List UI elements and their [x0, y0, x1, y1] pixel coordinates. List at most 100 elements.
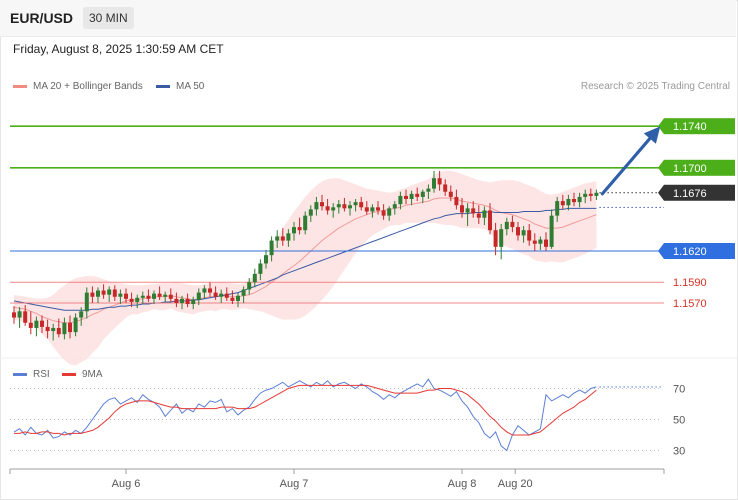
candle-body	[247, 282, 252, 290]
legend-ma50-swatch	[156, 85, 170, 88]
candle-body	[269, 240, 274, 256]
candle-body	[79, 311, 84, 318]
pivot-level-label: 1.1620	[673, 246, 707, 258]
candle-body	[252, 273, 257, 283]
candle-body	[532, 240, 537, 244]
candle-body	[577, 196, 582, 203]
pivot-level-tag-arrow	[658, 243, 664, 259]
candle-body	[17, 311, 22, 318]
candle-body	[398, 195, 403, 205]
candle-body	[387, 208, 392, 216]
candle-body	[342, 204, 347, 209]
candle-body	[219, 293, 224, 297]
rsi-tick-label: 70	[673, 384, 685, 396]
candle-body	[152, 293, 156, 299]
candle-body	[280, 236, 285, 241]
target-arrow-head	[643, 126, 661, 144]
target-level-tag	[664, 159, 735, 176]
candle-body	[90, 292, 95, 297]
legend-rsi-ma: 9MA	[62, 369, 103, 380]
candle-body	[516, 227, 520, 236]
candle-body	[241, 289, 246, 296]
candle-body	[325, 206, 330, 211]
rsi-panel: 70 50 30 Aug 6 Aug 7 Aug 8 Aug 20	[9, 378, 685, 490]
candle-body	[51, 327, 56, 332]
candle-body	[336, 204, 341, 208]
candle-body	[521, 230, 526, 236]
candle-body	[224, 293, 229, 298]
chart-header: EUR/USD 30 MIN	[0, 0, 736, 37]
target-level-tag-arrow	[658, 118, 664, 135]
copyright: Research © 2025 Trading Central	[580, 81, 730, 92]
candle-body	[415, 193, 420, 197]
candle-body	[594, 192, 599, 196]
candle-body	[135, 297, 140, 302]
candle-body	[437, 178, 442, 185]
candle-body	[191, 299, 196, 305]
ma50-line	[13, 207, 597, 311]
candle-body	[471, 208, 476, 214]
candle-body	[96, 290, 100, 297]
legend-ma20: MA 20 + Bollinger Bands	[13, 81, 143, 92]
x-tick-label: Aug 7	[280, 478, 309, 490]
candle-body	[409, 193, 414, 199]
ma20-line	[13, 197, 597, 324]
candle-body	[566, 199, 571, 206]
candle-body	[258, 263, 263, 274]
candle-body	[476, 213, 481, 218]
support-level-label: 1.1590	[673, 277, 707, 289]
candle-body	[196, 292, 201, 300]
x-tick-label: Aug 6	[112, 478, 141, 490]
target-level-label: 1.1740	[673, 121, 707, 133]
rsi-ma-line	[14, 384, 597, 436]
x-tick-label: Aug 8	[448, 478, 477, 490]
candle-body	[264, 255, 268, 264]
candle-body	[73, 317, 78, 333]
support-level-label: 1.1570	[673, 298, 707, 310]
rsi-line	[13, 378, 597, 452]
candle-body	[146, 295, 151, 299]
candle-body	[292, 227, 296, 234]
candle-body	[62, 322, 67, 335]
symbol-title: EUR/USD	[10, 10, 74, 26]
candle-body	[504, 221, 509, 230]
candle-body	[84, 292, 89, 312]
candle-body	[320, 202, 324, 207]
candle-body	[314, 202, 319, 210]
legend-ma50-label: MA 50	[176, 81, 205, 92]
candle-body	[180, 298, 184, 303]
candle-body	[426, 188, 431, 192]
legend-ma20-label: MA 20 + Bollinger Bands	[33, 81, 143, 92]
candle-body	[353, 202, 358, 206]
target-level-tag	[664, 118, 735, 135]
legend-rsi-swatch	[13, 373, 27, 376]
candle-body	[432, 178, 436, 189]
legend-rsi: RSI	[13, 369, 50, 380]
candle-body	[34, 320, 39, 328]
candle-body	[572, 199, 576, 203]
candle-body	[588, 193, 593, 196]
candle-body	[202, 288, 207, 293]
pivot-level-tag	[664, 243, 735, 259]
timeframe-badge[interactable]: 30 MIN	[83, 7, 134, 29]
candle-body	[213, 292, 218, 297]
timestamp: Friday, August 8, 2025 1:30:59 AM CET	[13, 42, 224, 56]
candle-body	[168, 294, 173, 299]
candle-body	[555, 201, 560, 216]
candle-body	[230, 297, 235, 301]
candle-body	[124, 293, 128, 299]
candle-body	[185, 298, 190, 305]
candle-body	[208, 288, 212, 293]
candle-body	[370, 207, 375, 212]
candle-body	[488, 210, 492, 231]
candle-body	[236, 295, 240, 301]
candle-body	[174, 298, 179, 303]
candle-body	[28, 322, 33, 328]
candle-body	[465, 208, 470, 213]
candle-body	[392, 204, 397, 209]
candle-body	[118, 293, 123, 297]
candle-body	[482, 210, 487, 218]
candle-body	[460, 205, 464, 213]
candle-body	[101, 290, 106, 295]
candle-body	[12, 312, 16, 318]
